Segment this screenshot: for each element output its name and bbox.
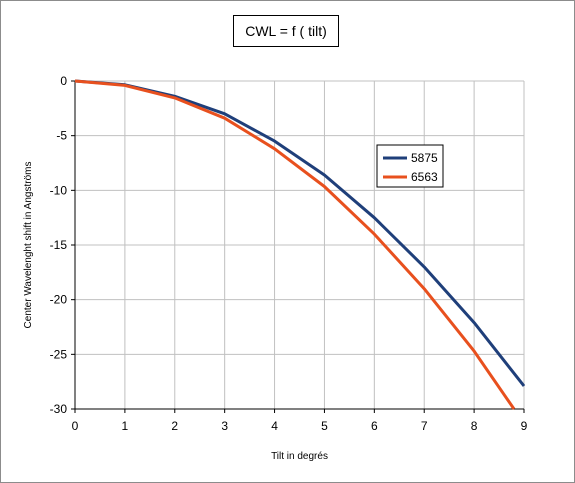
x-tick-label: 8	[471, 419, 478, 433]
x-tick-label: 7	[421, 419, 428, 433]
axes	[71, 80, 525, 413]
x-tick-label: 3	[221, 419, 228, 433]
x-axis-label: Tilt in degrés	[271, 451, 328, 462]
x-tick-label: 0	[72, 419, 79, 433]
series-line-6563	[74, 79, 516, 410]
y-tick-label: -10	[50, 183, 68, 197]
y-tick-label: -20	[50, 293, 68, 307]
legend: 5875 6563	[376, 144, 444, 188]
legend-box	[376, 144, 444, 188]
legend-label-5875: 5875	[411, 151, 438, 165]
x-tick-label: 2	[171, 419, 178, 433]
x-tick-label: 1	[122, 419, 129, 433]
y-tick-label: 0	[60, 74, 67, 88]
grid	[74, 80, 525, 410]
y-tick-label: -25	[50, 347, 68, 361]
x-tick-label: 5	[321, 419, 328, 433]
legend-label-6563: 6563	[411, 170, 438, 184]
y-tick-label: -30	[50, 402, 68, 416]
x-tick-label: 9	[521, 419, 528, 433]
x-tick-label: 4	[271, 419, 278, 433]
x-tick-label: 6	[371, 419, 378, 433]
y-tick-label: -5	[56, 129, 67, 143]
y-axis-label: Center Wavelenght shift in Angströms	[23, 162, 34, 329]
series-line-5875	[74, 79, 526, 387]
tick-labels: 0 -5 -10 -15 -20 -25 -30 0 1 2 3 4 5 6 7 8 9	[50, 74, 528, 433]
chart-title: CWL = f ( tilt)	[233, 15, 339, 47]
y-tick-label: -15	[50, 238, 68, 252]
series-lines	[74, 79, 526, 410]
